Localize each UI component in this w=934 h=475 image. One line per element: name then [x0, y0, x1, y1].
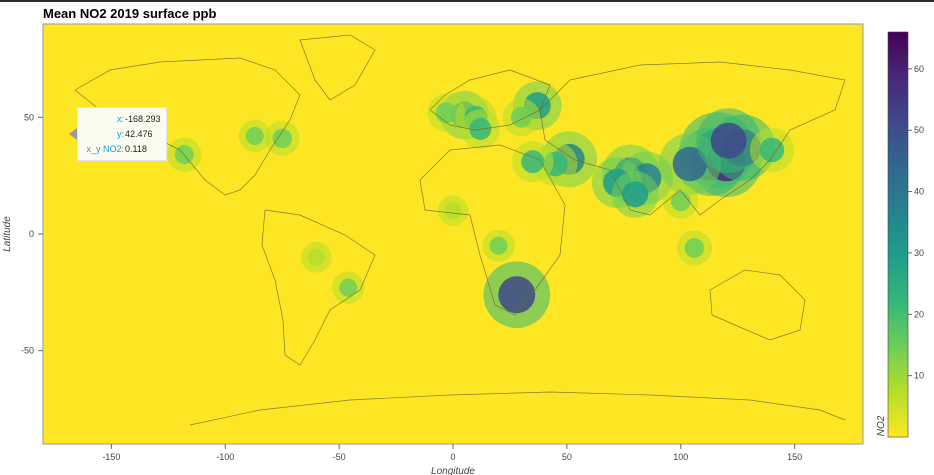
x-tick-label: 50 [562, 452, 572, 462]
y-tick-label: 50 [24, 112, 34, 122]
x-tick-label: 100 [673, 452, 688, 462]
tooltip-z-label: x_y NO2: [86, 144, 124, 154]
tooltip-x-value: -168.293 [125, 114, 161, 124]
y-tick-label: -50 [21, 346, 34, 356]
x-tick-label: -50 [333, 452, 346, 462]
hotspot [510, 106, 532, 128]
hotspot [307, 248, 325, 266]
colorbar-tick-label: 20 [914, 309, 924, 319]
x-tick-label: -100 [216, 452, 234, 462]
hover-tooltip: x: -168.293 y: 42.476 x_y NO2: 0.118 [69, 107, 167, 161]
hotspot [272, 128, 292, 149]
tooltip-y-label: y: [116, 129, 124, 139]
hotspot [671, 191, 691, 212]
colorbar-tick-label: 30 [914, 248, 924, 258]
hotspot [444, 202, 462, 220]
hotspot [759, 137, 785, 163]
hotspot [710, 122, 747, 159]
x-tick-label: 150 [787, 452, 802, 462]
tooltip-z-value: 0.118 [125, 144, 147, 154]
x-axis: -150 -100 -50 0 50 100 150 [102, 444, 802, 462]
tooltip-y-value: 42.476 [125, 129, 153, 139]
hotspot [521, 150, 545, 174]
antarctica-outline [189, 391, 846, 426]
hotspot [684, 238, 705, 258]
map-background [43, 24, 863, 444]
colorbar-tick-label: 40 [914, 187, 924, 197]
hotspot [245, 127, 264, 145]
hotspot [498, 276, 536, 314]
chart-title: Mean NO2 2019 surface ppb [43, 6, 217, 21]
tooltip-arrow [69, 128, 77, 140]
south-america-outline [261, 209, 376, 366]
colorbar-gradient [887, 31, 909, 438]
colorbar-tick-label: 10 [914, 371, 924, 381]
greenland-outline [299, 34, 376, 101]
colorbar: 10 20 30 40 50 60 [887, 31, 924, 438]
africa-outline [419, 144, 566, 316]
y-axis: -50 0 50 [21, 112, 43, 356]
europe-outline [429, 69, 551, 131]
y-axis-label: Latitude [2, 216, 13, 252]
australia-outline [709, 269, 806, 341]
colorbar-tick-label: 50 [914, 125, 924, 135]
asia-outline [539, 61, 846, 216]
hotspot [339, 278, 358, 297]
tooltip-x-label: x: [116, 114, 124, 124]
y-tick-label: 0 [29, 229, 34, 239]
hotspot [489, 236, 508, 255]
hotspot [672, 146, 708, 182]
colorbar-tick-label: 60 [914, 64, 924, 74]
x-tick-label: -150 [102, 452, 120, 462]
hotspot [435, 102, 457, 124]
x-tick-label: 0 [450, 452, 455, 462]
x-axis-label: Longitude [431, 466, 475, 475]
hotspot-layer [167, 81, 794, 328]
colorbar-label: NO2 [876, 415, 887, 436]
hotspot [622, 181, 649, 208]
top-border [0, 0, 934, 2]
